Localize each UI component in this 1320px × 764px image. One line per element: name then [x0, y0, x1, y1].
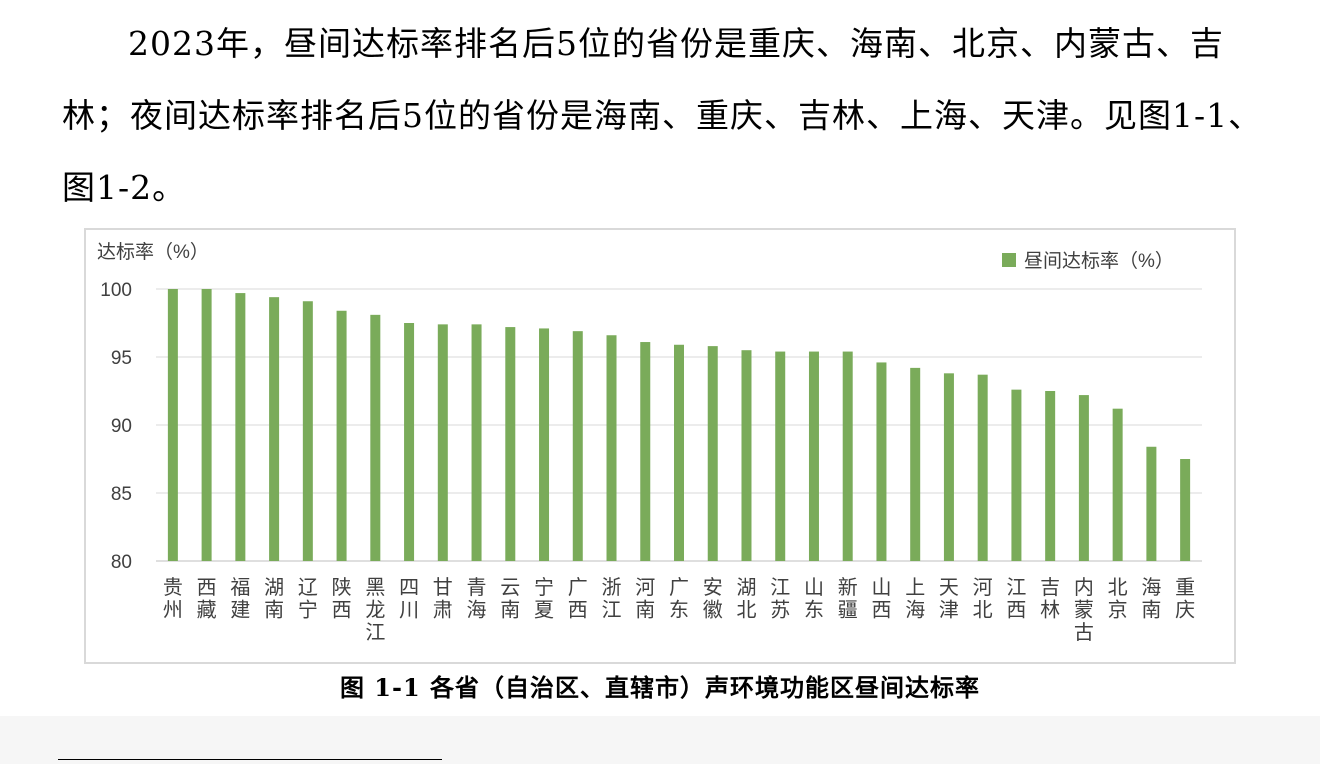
bar [606, 335, 617, 561]
bar [1078, 395, 1089, 561]
bar [674, 344, 684, 561]
bar [707, 346, 718, 561]
bar [437, 324, 448, 561]
x-tick-label: 重庆 [1175, 576, 1195, 622]
bar [539, 328, 550, 561]
x-tick-label: 海南 [1141, 576, 1161, 622]
bar [1180, 459, 1191, 561]
bar [842, 351, 853, 561]
x-tick-label: 浙江 [602, 576, 622, 622]
x-tick-label: 山西 [871, 576, 891, 622]
x-tick-label: 辽宁 [298, 576, 318, 622]
bar [910, 367, 921, 561]
bar [302, 301, 313, 561]
bar [201, 289, 212, 561]
x-tick-label: 江西 [1006, 576, 1026, 622]
x-tick-label: 湖北 [736, 576, 756, 622]
x-tick-label: 湖南 [264, 576, 284, 622]
x-tick-label: 上海 [905, 576, 925, 622]
y-tick-label: 100 [100, 280, 132, 301]
bar [943, 373, 954, 561]
bar [741, 350, 752, 561]
x-tick-label: 广西 [568, 576, 588, 622]
figure-caption: 图 1-1 各省（自治区、直辖市）声环境功能区昼间达标率 [339, 673, 981, 702]
footnote-rule [58, 759, 442, 760]
bar [269, 297, 280, 561]
bar [336, 310, 347, 561]
x-tick-label: 黑龙江 [365, 577, 385, 644]
x-tick-label: 陕西 [332, 576, 352, 622]
chart-container: 达标率（%） 80 85 90 95 100 贵州 西藏 福建 湖南 辽宁 陕西 黑龙江 四川 甘肃 青海 云南… [84, 228, 1236, 664]
bar [775, 351, 786, 561]
bar [370, 314, 381, 561]
y-tick-label: 95 [111, 348, 132, 369]
bar [876, 362, 887, 561]
y-tick-label: 80 [111, 552, 132, 573]
x-tick-label: 西藏 [197, 577, 217, 622]
x-tick-label: 新疆 [838, 576, 858, 622]
x-tick-label: 福建 [230, 576, 250, 622]
bar [1146, 446, 1157, 561]
x-tick-label: 广东 [669, 576, 689, 622]
x-tick-label: 四川 [399, 577, 419, 622]
y-axis-label: 达标率（%） [97, 241, 209, 263]
legend-label: 昼间达标率（%） [1024, 250, 1174, 272]
bar [640, 342, 651, 561]
bar [808, 351, 819, 561]
x-tick-label: 甘肃 [433, 576, 453, 622]
x-tick-label: 青海 [467, 576, 487, 622]
x-tick-label: 内蒙古 [1074, 576, 1094, 644]
y-tick-label: 85 [111, 484, 132, 505]
bar [471, 324, 482, 561]
bar [1112, 408, 1123, 561]
bar [572, 331, 583, 561]
bar [167, 289, 178, 561]
x-tick-label: 宁夏 [534, 576, 554, 622]
bar-chart: 达标率（%） 80 85 90 95 100 贵州西藏福建湖南辽宁陕西黑龙江四川甘肃青海云南… [97, 241, 1202, 644]
x-tick-label: 天津 [939, 577, 959, 622]
x-tick-label: 贵州 [163, 576, 183, 622]
bar [1045, 391, 1056, 561]
x-tick-label: 吉林 [1040, 576, 1060, 622]
bar [977, 374, 988, 561]
bar [505, 327, 516, 561]
page-bottom-band [0, 716, 1320, 764]
bar [1011, 389, 1022, 561]
x-tick-label: 北京 [1108, 576, 1128, 622]
y-tick-label: 90 [111, 416, 132, 437]
bar [235, 293, 246, 561]
bar [404, 323, 415, 561]
x-tick-label: 河北 [973, 576, 993, 622]
x-tick-label: 江苏 [770, 576, 790, 622]
x-tick-label: 河南 [635, 576, 655, 622]
legend-swatch [1002, 253, 1016, 267]
x-tick-label: 山东 [804, 576, 824, 622]
body-paragraph: 2023年，昼间达标率排名后5位的省份是重庆、海南、北京、内蒙古、吉林；夜间达标… [62, 24, 1263, 207]
x-tick-label: 安徽 [703, 576, 723, 622]
x-tick-label: 云南 [500, 577, 520, 622]
